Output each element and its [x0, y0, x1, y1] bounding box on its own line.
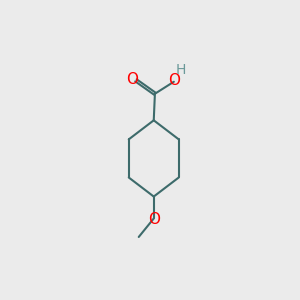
Text: O: O: [168, 73, 180, 88]
Text: H: H: [176, 63, 186, 77]
Text: O: O: [126, 72, 138, 87]
Text: O: O: [148, 212, 160, 227]
